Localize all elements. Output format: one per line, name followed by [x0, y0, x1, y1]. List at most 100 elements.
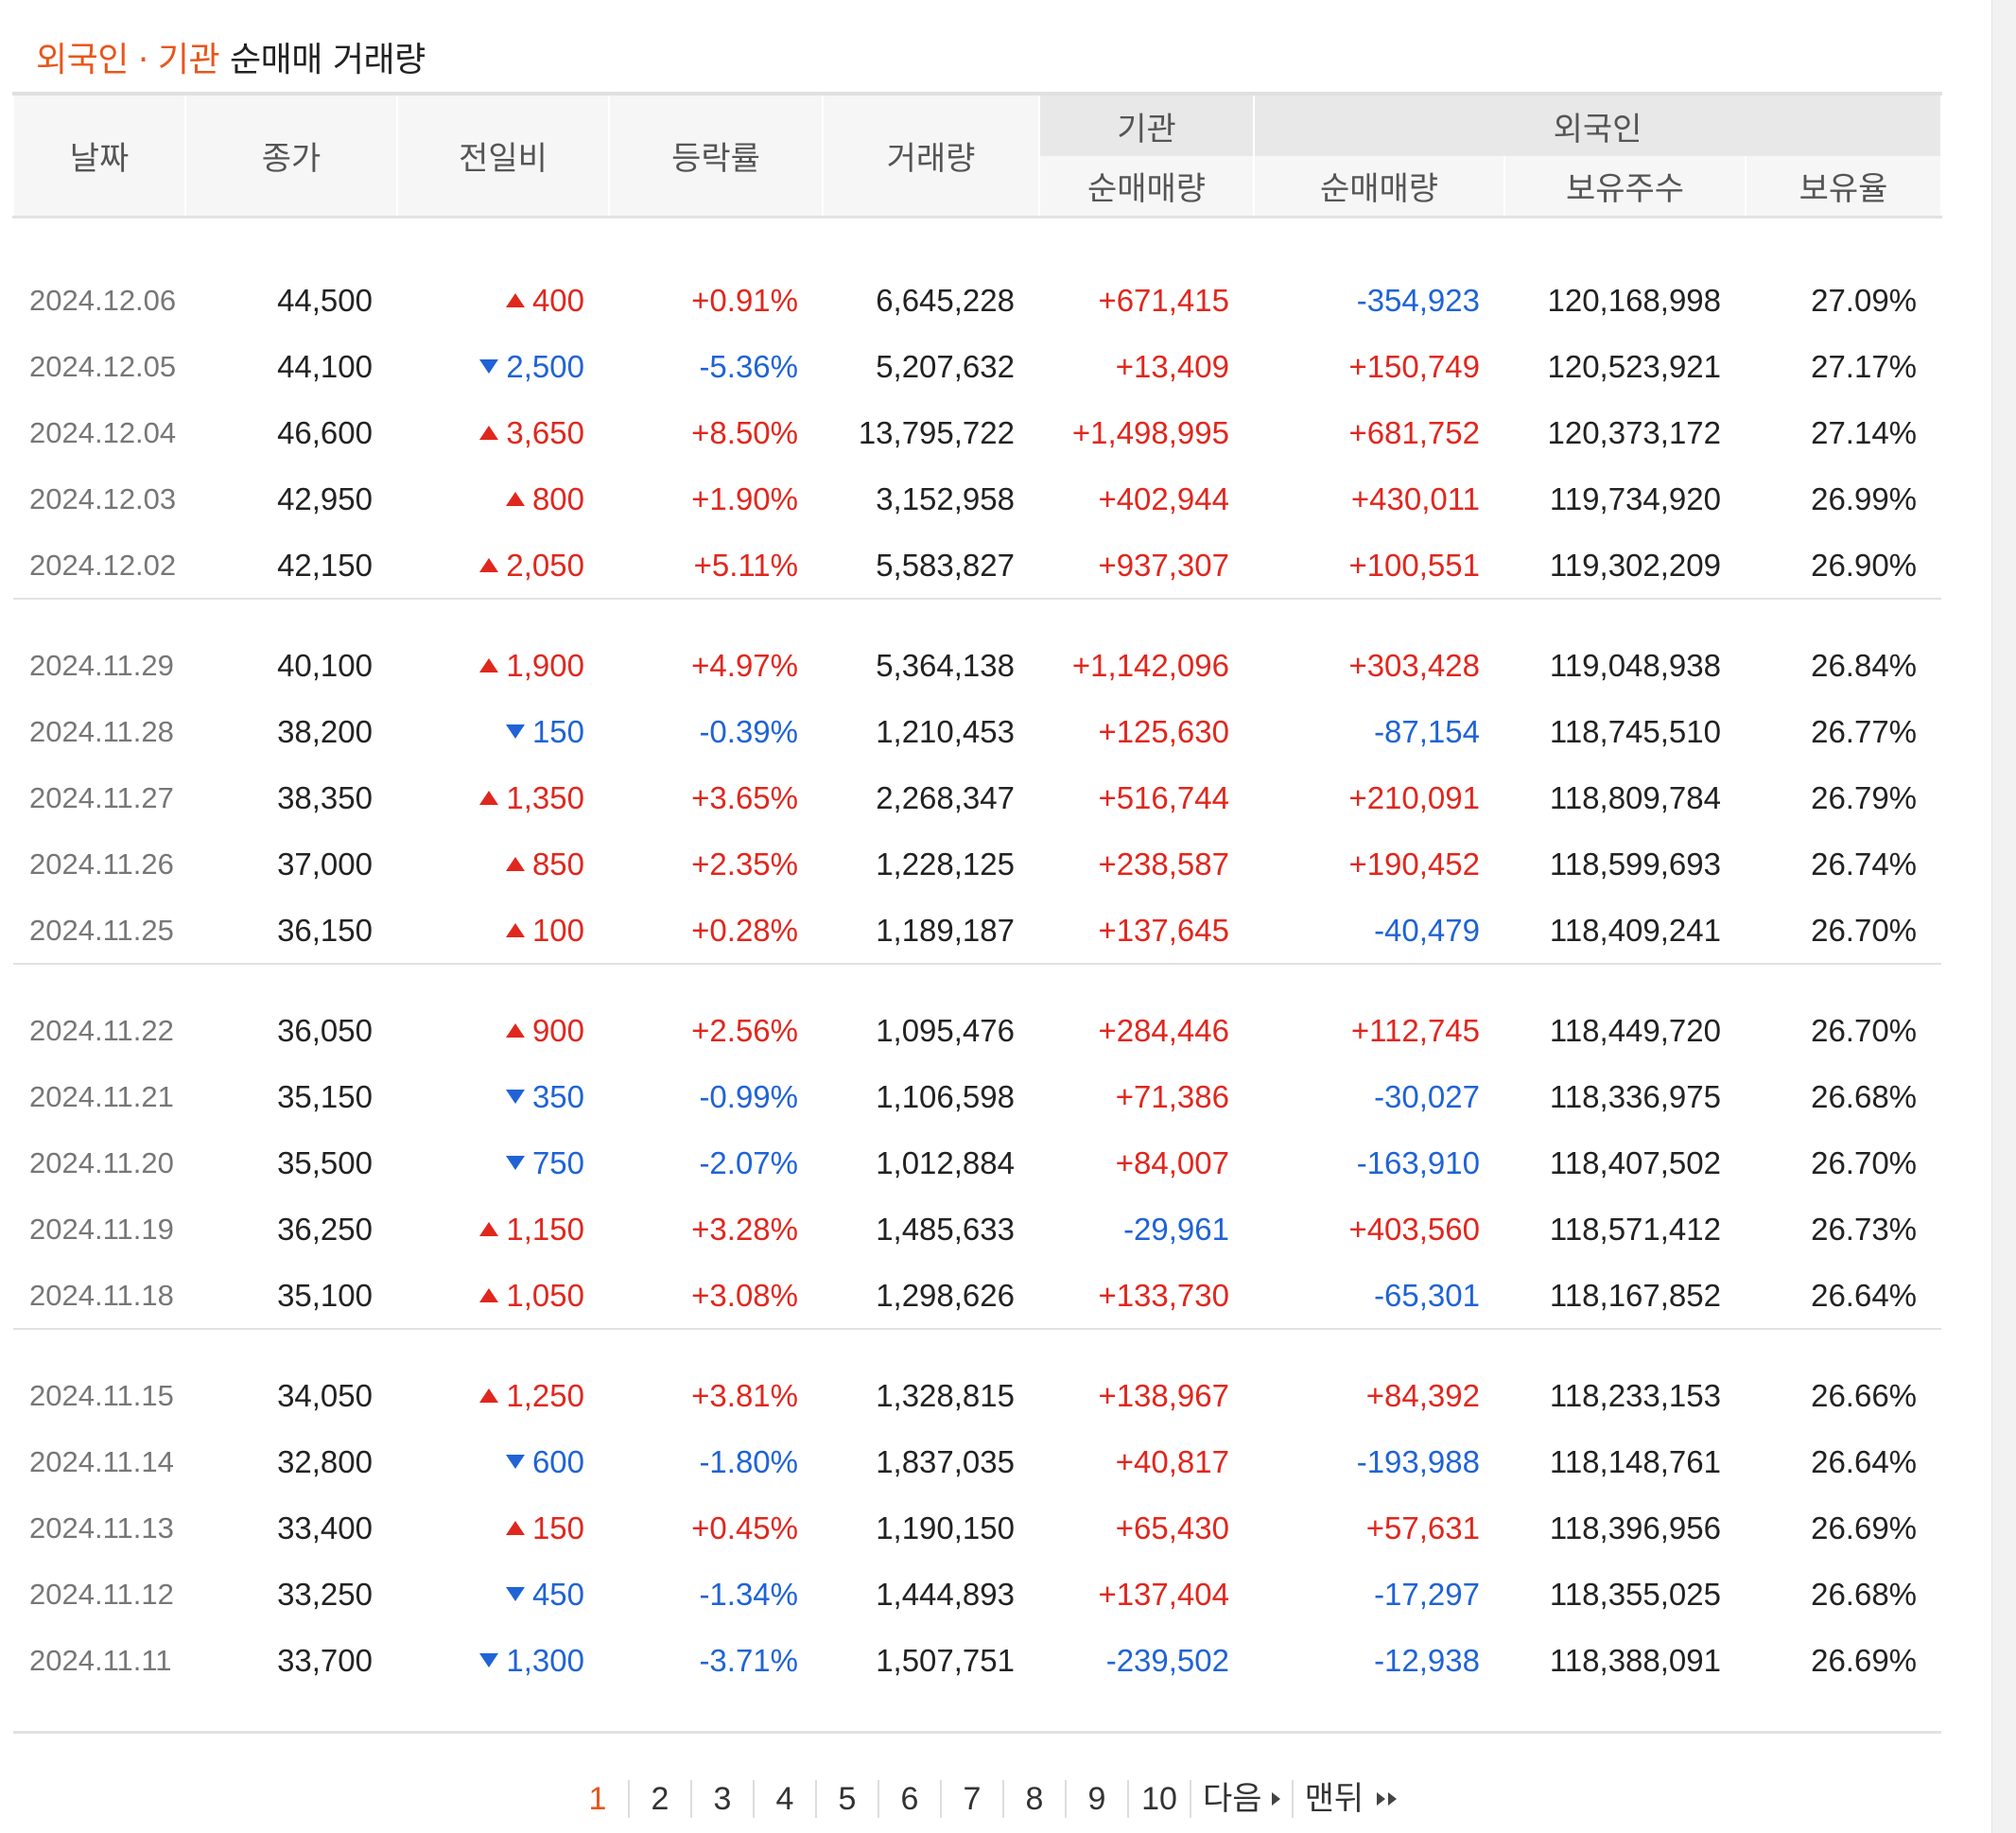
arrow-up-icon: [505, 922, 525, 937]
page-link-10[interactable]: 10: [1129, 1780, 1191, 1818]
header-volume: 거래량: [822, 92, 1040, 217]
arrow-up-icon: [479, 1287, 499, 1302]
cell-volume: 6,645,228: [823, 268, 1039, 334]
cell-date: 2024.12.06: [13, 268, 185, 334]
cell-inst-net: +137,645: [1039, 898, 1254, 964]
table-row: 2024.11.19 36,250 1,150 +3.28% 1,485,633 -29,…: [13, 1196, 1941, 1263]
cell-inst-net-value: +937,307: [1098, 547, 1229, 583]
cell-change: 150: [397, 699, 609, 765]
cell-foreign-ratio-value: 26.70%: [1811, 1013, 1918, 1048]
arrow-up-icon: [505, 1521, 525, 1535]
cell-foreign-hold: 119,302,209: [1504, 532, 1746, 599]
table-row: 2024.11.12 33,250 450 -1.34% 1,444,893 +137,4…: [13, 1562, 1941, 1628]
cell-close-value: 37,000: [277, 847, 373, 882]
table-row: 2024.11.20 35,500 750 -2.07% 1,012,884 +84,00…: [13, 1130, 1941, 1196]
cell-close-value: 33,700: [277, 1643, 373, 1678]
cell-change: 1,350: [397, 765, 609, 831]
arrow-up-icon: [505, 857, 525, 871]
cell-foreign-net: +100,551: [1254, 532, 1504, 599]
cell-foreign-net-value: +190,452: [1348, 847, 1480, 882]
cell-date: 2024.11.29: [13, 633, 185, 699]
cell-change-value: 1,250: [506, 1378, 584, 1413]
table-row: 2024.11.21 35,150 350 -0.99% 1,106,598 +71,38…: [13, 1064, 1941, 1130]
page-link-9[interactable]: 9: [1067, 1780, 1129, 1818]
cell-foreign-hold: 118,571,412: [1504, 1196, 1746, 1263]
cell-date-value: 2024.11.29: [29, 649, 174, 682]
page-link-7[interactable]: 7: [942, 1780, 1004, 1818]
arrow-down-icon: [505, 1455, 525, 1469]
cell-close: 36,050: [185, 998, 397, 1064]
scrollbar[interactable]: [1991, 0, 2016, 1833]
page-link-5[interactable]: 5: [817, 1780, 879, 1818]
page-link-3[interactable]: 3: [692, 1780, 755, 1818]
next-page-button[interactable]: 다음: [1191, 1780, 1294, 1818]
cell-volume-value: 1,190,150: [876, 1510, 1015, 1545]
cell-rate-value: +0.91%: [691, 283, 798, 318]
cell-foreign-ratio: 26.99%: [1746, 466, 1941, 532]
cell-foreign-hold: 119,734,920: [1504, 466, 1746, 532]
cell-change: 1,050: [397, 1263, 609, 1329]
cell-date: 2024.12.03: [13, 466, 185, 532]
cell-inst-net-value: +284,446: [1098, 1013, 1229, 1048]
cell-inst-net: +937,307: [1039, 532, 1254, 599]
arrow-down-icon: [505, 724, 525, 739]
cell-foreign-net: +150,749: [1254, 334, 1504, 400]
cell-foreign-hold-value: 118,388,091: [1549, 1643, 1721, 1678]
cell-change: 150: [397, 1495, 609, 1562]
cell-foreign-ratio-value: 26.68%: [1811, 1577, 1918, 1612]
cell-rate: +4.97%: [609, 633, 823, 699]
table-row: 2024.11.26 37,000 850 +2.35% 1,228,125 +238,5…: [13, 831, 1941, 898]
table-row: 2024.12.02 42,150 2,050 +5.11% 5,583,827 +937…: [13, 532, 1941, 599]
cell-foreign-net-value: -193,988: [1356, 1444, 1480, 1479]
cell-close: 46,600: [185, 400, 397, 466]
cell-foreign-hold-value: 118,809,784: [1549, 780, 1721, 815]
page-link-8[interactable]: 8: [1004, 1780, 1067, 1818]
page-link-6[interactable]: 6: [879, 1780, 942, 1818]
cell-foreign-ratio: 27.09%: [1746, 268, 1941, 334]
cell-volume-value: 1,210,453: [876, 714, 1015, 749]
page-link-2[interactable]: 2: [630, 1780, 692, 1818]
header-rate: 등락률: [608, 92, 824, 217]
cell-foreign-net-value: +100,551: [1348, 547, 1480, 583]
cell-date-value: 2024.11.18: [29, 1278, 174, 1312]
table-row: 2024.11.18 35,100 1,050 +3.08% 1,298,626 +133…: [13, 1263, 1941, 1329]
cell-foreign-net: +403,560: [1254, 1196, 1504, 1263]
table-row: 2024.12.05 44,100 2,500 -5.36% 5,207,632 +13,…: [13, 334, 1941, 400]
cell-close-value: 36,150: [277, 912, 373, 948]
cell-date-value: 2024.12.04: [29, 416, 177, 449]
page-link-1[interactable]: 1: [567, 1780, 630, 1818]
cell-foreign-ratio-value: 26.84%: [1811, 648, 1918, 683]
cell-foreign-ratio: 26.70%: [1746, 998, 1941, 1064]
arrow-down-icon: [479, 359, 499, 374]
cell-rate-value: -1.80%: [699, 1444, 798, 1479]
cell-change-value: 3,650: [506, 415, 584, 450]
cell-foreign-net: -12,938: [1254, 1628, 1504, 1694]
cell-date-value: 2024.12.06: [29, 284, 177, 317]
cell-foreign-ratio: 27.14%: [1746, 400, 1941, 466]
table-row: 2024.12.03 42,950 800 +1.90% 3,152,958 +402,9…: [13, 466, 1941, 532]
cell-foreign-ratio: 26.70%: [1746, 1130, 1941, 1196]
cell-change: 100: [397, 898, 609, 964]
cell-close-value: 36,250: [277, 1212, 373, 1247]
cell-close: 35,100: [185, 1263, 397, 1329]
cell-inst-net: +284,446: [1039, 998, 1254, 1064]
cell-rate: +8.50%: [609, 400, 823, 466]
last-page-button[interactable]: 맨뒤: [1294, 1780, 1412, 1818]
cell-foreign-net: -354,923: [1254, 268, 1504, 334]
cell-close: 34,050: [185, 1363, 397, 1429]
cell-volume-value: 1,189,187: [876, 912, 1015, 948]
cell-foreign-hold-value: 118,396,956: [1549, 1510, 1721, 1545]
cell-foreign-net-value: -163,910: [1356, 1145, 1480, 1180]
arrow-up-icon: [479, 1388, 499, 1403]
cell-volume-value: 3,152,958: [876, 481, 1015, 516]
cell-change-value: 800: [531, 481, 584, 516]
arrow-down-icon: [479, 1653, 499, 1667]
cell-inst-net-value: +1,142,096: [1071, 648, 1229, 683]
cell-inst-net-value: +516,744: [1098, 780, 1229, 815]
header-inst-net: 순매매량: [1038, 156, 1255, 217]
page-link-4[interactable]: 4: [755, 1780, 817, 1818]
cell-inst-net-value: +13,409: [1115, 349, 1229, 384]
cell-foreign-hold-value: 119,302,209: [1549, 547, 1721, 583]
cell-inst-net-value: -29,961: [1123, 1212, 1229, 1247]
cell-foreign-ratio-value: 26.90%: [1811, 547, 1918, 583]
